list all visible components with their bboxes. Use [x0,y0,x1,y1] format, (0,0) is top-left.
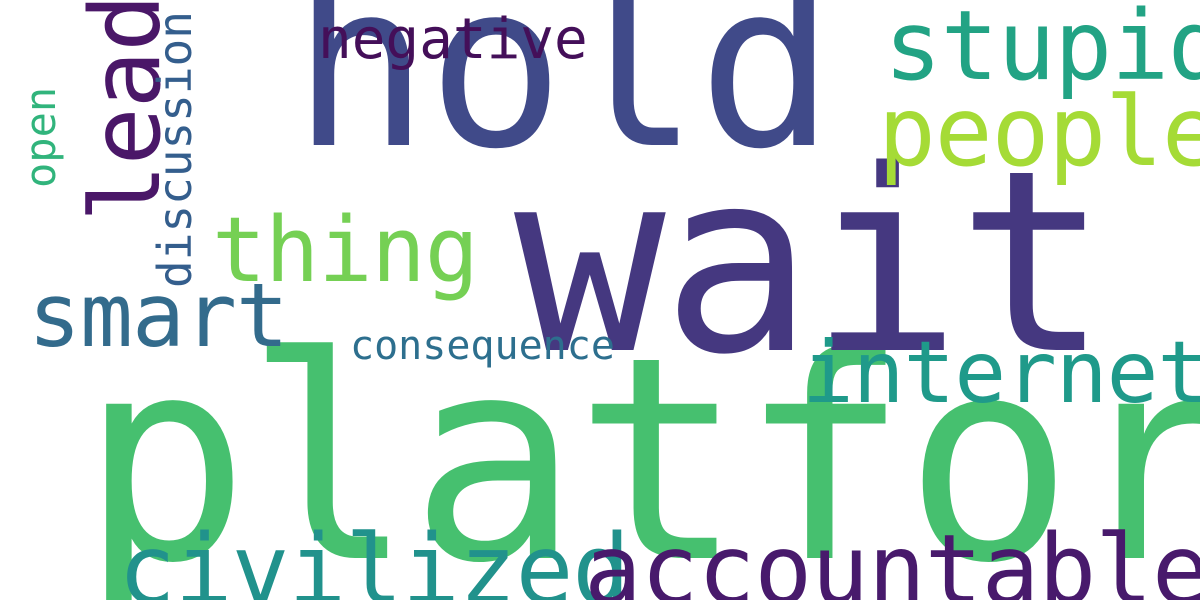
word-platform: platform [80,296,1200,600]
word-open: open [16,86,65,188]
word-accountable: accountable [584,514,1200,600]
word-hold: hold [292,0,835,199]
word-wait: wait [514,117,1109,410]
word-discussion: discussion [148,11,202,288]
word-internet: internet [802,323,1200,423]
word-people: people [878,76,1200,188]
word-stupid: stupid [884,0,1200,102]
word-thing: thing [212,198,479,303]
word-civilized: civilized [118,514,630,600]
word-smart: smart [28,264,289,367]
word-negative: negative [318,7,588,72]
word-consequence: consequence [350,323,615,369]
